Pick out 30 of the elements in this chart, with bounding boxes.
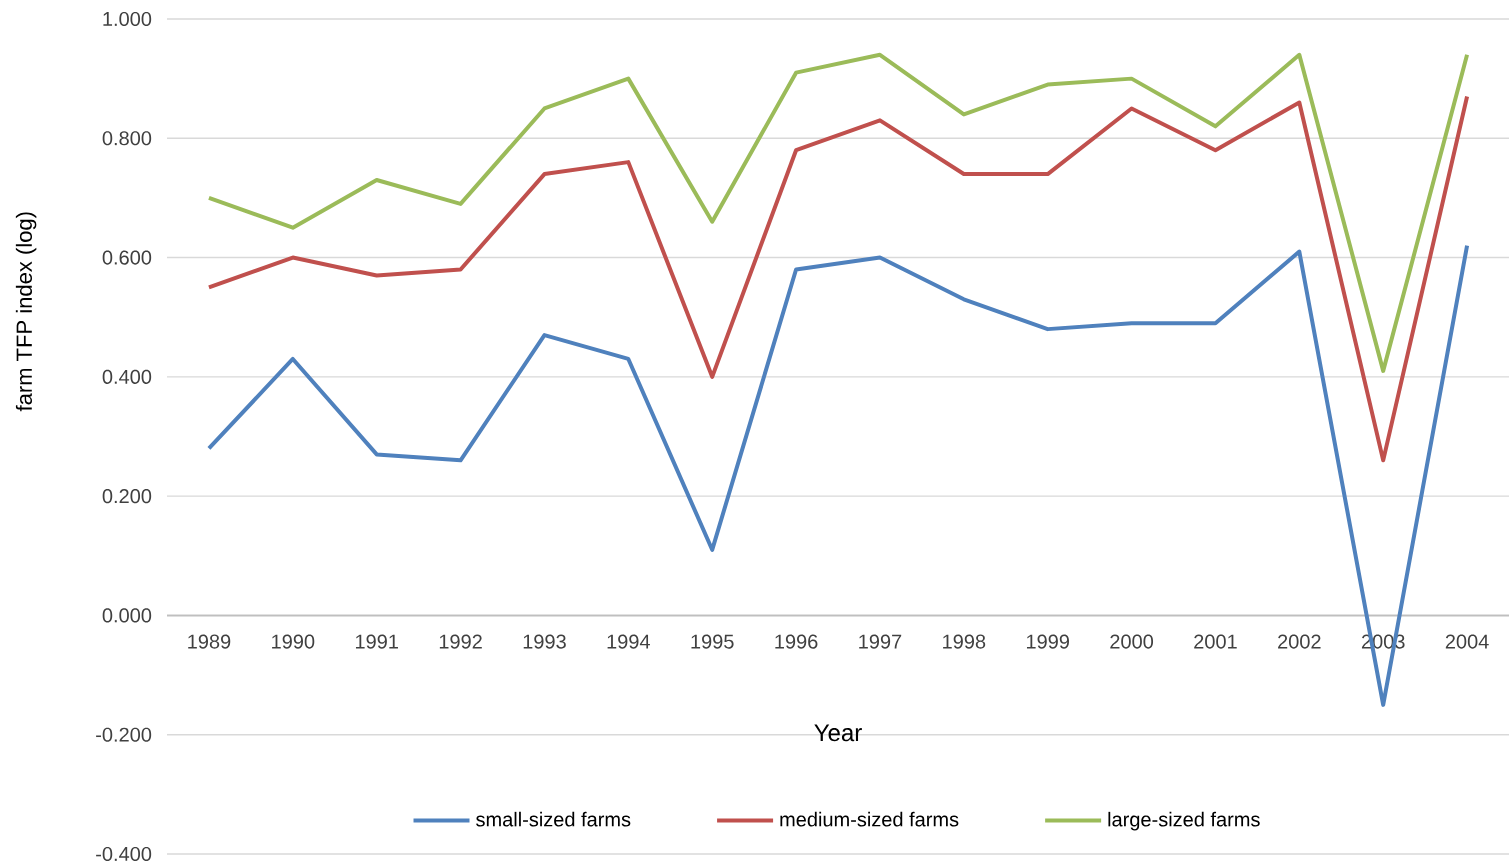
x-tick-label: 1991 (355, 634, 398, 649)
y-tick-label: -0.400 (96, 846, 152, 862)
x-tick-label: 2001 (1194, 634, 1237, 649)
x-tick-label: 1992 (439, 634, 482, 649)
y-tick-label: 0.600 (102, 250, 152, 265)
x-tick-label: 2004 (1445, 634, 1489, 649)
line-series (206, 52, 1470, 373)
legend-label: large-sized farms (1108, 811, 1260, 831)
x-tick-label: 1998 (943, 634, 986, 649)
x-tick-label: 1994 (607, 634, 650, 649)
x-tick-label: 1999 (1026, 634, 1069, 649)
x-tick-label: 1996 (775, 634, 818, 649)
x-axis-title: Year (814, 724, 862, 742)
y-tick-label: 0.800 (102, 131, 152, 146)
x-tick-label: 1990 (272, 634, 315, 649)
x-tick-label: 1989 (188, 634, 231, 649)
legend-label: small-sized farms (476, 811, 631, 827)
x-tick-label: 1995 (691, 634, 734, 649)
y-tick-label: 0.000 (102, 608, 152, 623)
y-tick-label: -0.200 (96, 727, 152, 742)
y-tick-label: 1.000 (103, 11, 152, 27)
legend-label: medium-sized farms (780, 811, 959, 827)
x-tick-label: 2002 (1278, 634, 1321, 649)
y-axis-title: farm TFP index (log) (15, 212, 37, 412)
x-tick-label: 2000 (1110, 634, 1154, 649)
line-series (206, 94, 1470, 463)
y-tick-label: 0.200 (102, 489, 152, 504)
x-tick-label: 1993 (523, 634, 566, 649)
x-tick-label: 1997 (859, 634, 902, 649)
y-tick-label: 0.400 (102, 369, 152, 384)
